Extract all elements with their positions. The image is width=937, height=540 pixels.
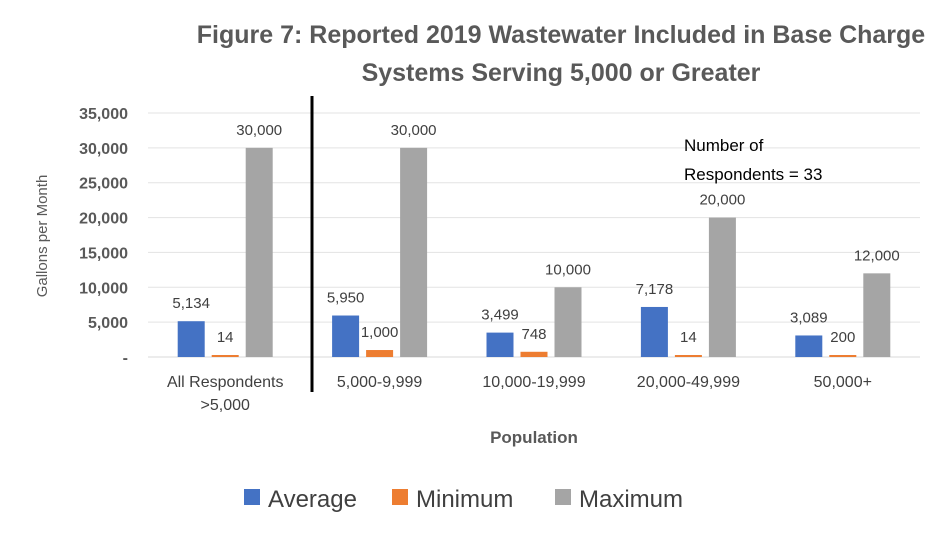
bar-maximum [245, 147, 273, 357]
data-label: 30,000 [391, 122, 437, 139]
bar-minimum [211, 355, 239, 357]
bar-maximum [554, 287, 582, 357]
bars [177, 147, 891, 357]
bar-maximum [400, 147, 428, 357]
bar-minimum [674, 355, 702, 357]
bar-maximum [863, 273, 891, 357]
x-tick-label: 20,000-49,999 [637, 374, 740, 391]
y-tick-label: 10,000 [79, 280, 128, 297]
y-tick-label: - [123, 350, 128, 367]
x-tick-label: 50,000+ [814, 374, 872, 391]
y-tick-label: 20,000 [79, 211, 128, 228]
x-axis-label: Population [490, 428, 578, 447]
bar-minimum [366, 350, 394, 357]
annotation-line-1: Number of [684, 136, 764, 155]
bar-average [795, 335, 823, 357]
legend-label: Average [268, 486, 357, 513]
chart-subtitle: Systems Serving 5,000 or Greater [362, 59, 761, 87]
bar-minimum [829, 355, 857, 357]
chart-title: Figure 7: Reported 2019 Wastewater Inclu… [197, 21, 926, 49]
gridlines [148, 112, 920, 358]
data-label: 200 [830, 329, 855, 346]
data-label: 12,000 [854, 247, 900, 264]
bar-average [486, 332, 514, 357]
bar-maximum [708, 217, 736, 357]
data-label: 7,178 [636, 281, 674, 298]
y-tick-label: 35,000 [79, 106, 128, 123]
data-label: 748 [521, 326, 546, 343]
bar-average [332, 315, 360, 357]
x-tick-label: 5,000-9,999 [337, 374, 423, 391]
legend-label: Maximum [579, 486, 683, 513]
y-axis-ticks: - 5,000 10,000 15,000 20,000 25,000 30,000 35,0… [79, 106, 128, 367]
y-tick-label: 25,000 [79, 176, 128, 193]
x-tick-label: 10,000-19,999 [482, 374, 585, 391]
annotation-line-2: Respondents = 33 [684, 165, 822, 184]
y-tick-label: 5,000 [88, 315, 128, 332]
x-tick-label: All Respondents [167, 374, 284, 391]
bar-average [640, 306, 668, 357]
data-label: 5,950 [327, 290, 365, 307]
legend-swatch-minimum [392, 489, 408, 505]
y-tick-label: 15,000 [79, 245, 128, 262]
legend-swatch-maximum [555, 489, 571, 505]
bar-average [177, 321, 205, 357]
data-label: 10,000 [545, 261, 591, 278]
data-label: 3,089 [790, 309, 828, 326]
legend-swatch-average [244, 489, 260, 505]
data-label: 3,499 [481, 307, 519, 324]
y-axis-label: Gallons per Month [34, 175, 51, 298]
data-label: 14 [680, 329, 697, 346]
data-label: 30,000 [236, 122, 282, 139]
data-label: 20,000 [699, 192, 745, 209]
data-label: 1,000 [361, 324, 399, 341]
legend-label: Minimum [416, 486, 513, 513]
x-axis-categories: All Respondents >5,000 5,000-9,999 10,000-1… [167, 374, 872, 414]
bar-minimum [520, 351, 548, 357]
data-label: 14 [217, 329, 234, 346]
legend: Average Minimum Maximum [244, 486, 683, 513]
x-tick-label: >5,000 [201, 397, 250, 414]
data-label: 5,134 [172, 295, 210, 312]
y-tick-label: 30,000 [79, 141, 128, 158]
